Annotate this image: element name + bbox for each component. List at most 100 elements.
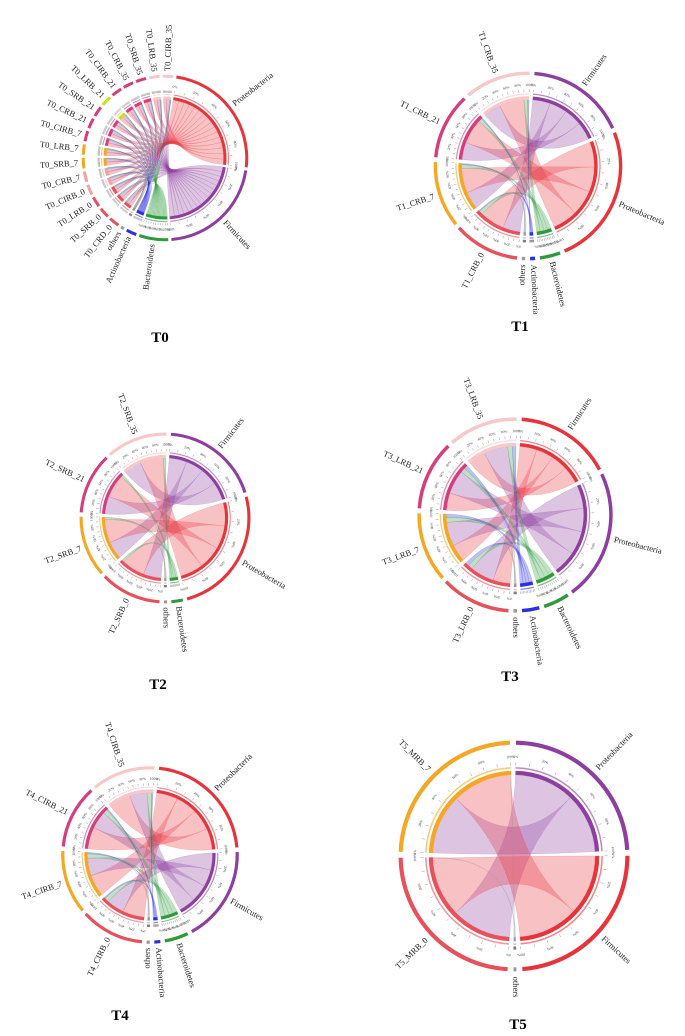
tick-mark	[437, 497, 441, 499]
mid-ring-arc	[81, 851, 99, 899]
tick-mark	[209, 567, 212, 570]
tick-mark	[497, 589, 499, 593]
tick-label: 80%	[103, 470, 110, 478]
tick-label: 60%	[128, 778, 135, 783]
tick-mark	[229, 500, 233, 502]
chord-ribbon	[129, 109, 194, 212]
sample-label: T0_CIRB_35	[162, 25, 174, 72]
tick-label: 60%	[208, 806, 215, 814]
tick-label: 80%	[224, 476, 231, 484]
ribbons	[461, 99, 595, 233]
tick-mark	[589, 533, 592, 535]
mid-ring-arc	[144, 217, 168, 223]
tick-mark	[85, 822, 88, 824]
tick-mark	[128, 212, 131, 215]
tick-label: 60%	[545, 588, 553, 594]
tick-label: 40%	[450, 193, 456, 201]
taxon-label: Bacteroidetes	[174, 942, 198, 989]
tick-mark	[549, 444, 552, 447]
tick-mark	[100, 138, 103, 140]
chord-ribbon	[106, 113, 208, 156]
tick-mark	[481, 940, 483, 944]
tick-mark	[118, 567, 121, 570]
outer-ring-arc	[171, 598, 184, 604]
tick-mark	[107, 122, 110, 124]
tick-label: 80%	[185, 222, 193, 228]
mid-ring-arc	[108, 188, 115, 196]
tick-mark	[600, 149, 603, 151]
taxon-label: Bacteroidetes	[555, 604, 584, 650]
tick-label: 100%	[452, 450, 461, 459]
tick-mark	[497, 95, 499, 99]
tick-mark	[127, 101, 129, 104]
tick-label: 20%	[184, 445, 191, 451]
taxon-label: Proteobacteria	[230, 70, 275, 108]
outer-ring-arc	[79, 456, 108, 513]
tick-mark	[127, 101, 130, 104]
sample-label: T0_SRB_7	[40, 158, 79, 170]
tick-mark	[98, 498, 101, 500]
outer-ring-arc	[466, 71, 530, 97]
tick-mark	[118, 108, 121, 111]
outer-ring-arc	[444, 580, 509, 613]
tick-mark	[81, 832, 84, 834]
tick-label: 40%	[117, 781, 125, 787]
tick-mark	[99, 142, 102, 144]
tick-mark	[474, 219, 477, 222]
tick-label: 20%	[192, 90, 200, 96]
tick-label: 60%	[98, 478, 105, 486]
tick-label: 80%	[478, 760, 486, 766]
tick-label: 40%	[210, 102, 218, 109]
tick-label: 20%	[236, 519, 240, 526]
mid-ring-arc	[142, 95, 151, 100]
inner-ring-arc	[529, 232, 534, 236]
tick-mark	[448, 556, 451, 558]
tick-mark	[220, 192, 223, 194]
tick-mark	[546, 940, 549, 944]
tick-mark	[209, 205, 212, 208]
taxon-label: Firmicutes	[229, 896, 266, 923]
chord-ribbon	[122, 792, 178, 918]
inner-ring-arc	[119, 559, 162, 582]
mid-ring-arc	[513, 943, 516, 945]
outer-ring-arc	[84, 912, 143, 944]
tick-label: 0%	[140, 929, 145, 933]
tick-mark	[467, 451, 470, 454]
tick-mark	[145, 93, 147, 96]
tick-mark	[593, 810, 597, 813]
mid-ring-arc	[132, 98, 141, 104]
tick-mark	[135, 578, 138, 581]
mid-ring-arc	[169, 167, 229, 222]
taxon-label: Bacteroidetes	[174, 606, 191, 653]
chord-ribbon	[471, 485, 584, 581]
outer-ring-arc	[109, 217, 120, 227]
tick-mark	[172, 920, 174, 924]
tick-mark	[145, 93, 147, 96]
inner-ring-arc	[103, 147, 108, 156]
tick-mark	[576, 108, 579, 111]
tick-mark	[439, 492, 442, 494]
tick-label: 0%	[473, 101, 479, 107]
tick-label: 0%	[558, 582, 564, 588]
tick-label: 80%	[541, 590, 549, 596]
tick-mark	[176, 919, 178, 922]
tick-mark	[126, 211, 128, 214]
taxon-label: Bacteroidetes	[548, 260, 569, 307]
tick-mark	[124, 210, 126, 213]
tick-label: 80%	[604, 818, 610, 826]
tick-mark	[100, 137, 103, 139]
mid-ring-arc	[122, 204, 130, 211]
taxon-label: Proteobacteria	[617, 199, 666, 227]
taxon-label: others	[511, 617, 521, 638]
tick-mark	[104, 187, 107, 189]
tick-label: 20%	[476, 946, 484, 952]
chord-ribbon	[121, 475, 174, 578]
outer-ring-arc	[93, 106, 103, 117]
tick-label: 80%	[72, 859, 77, 866]
tick-label: 0%	[506, 953, 511, 957]
tick-mark	[216, 116, 219, 119]
tick-label: 0%	[233, 497, 238, 503]
inner-ring-arc	[108, 789, 154, 807]
tick-mark	[131, 99, 133, 102]
sample-label: T2_SRB_21	[44, 457, 87, 484]
